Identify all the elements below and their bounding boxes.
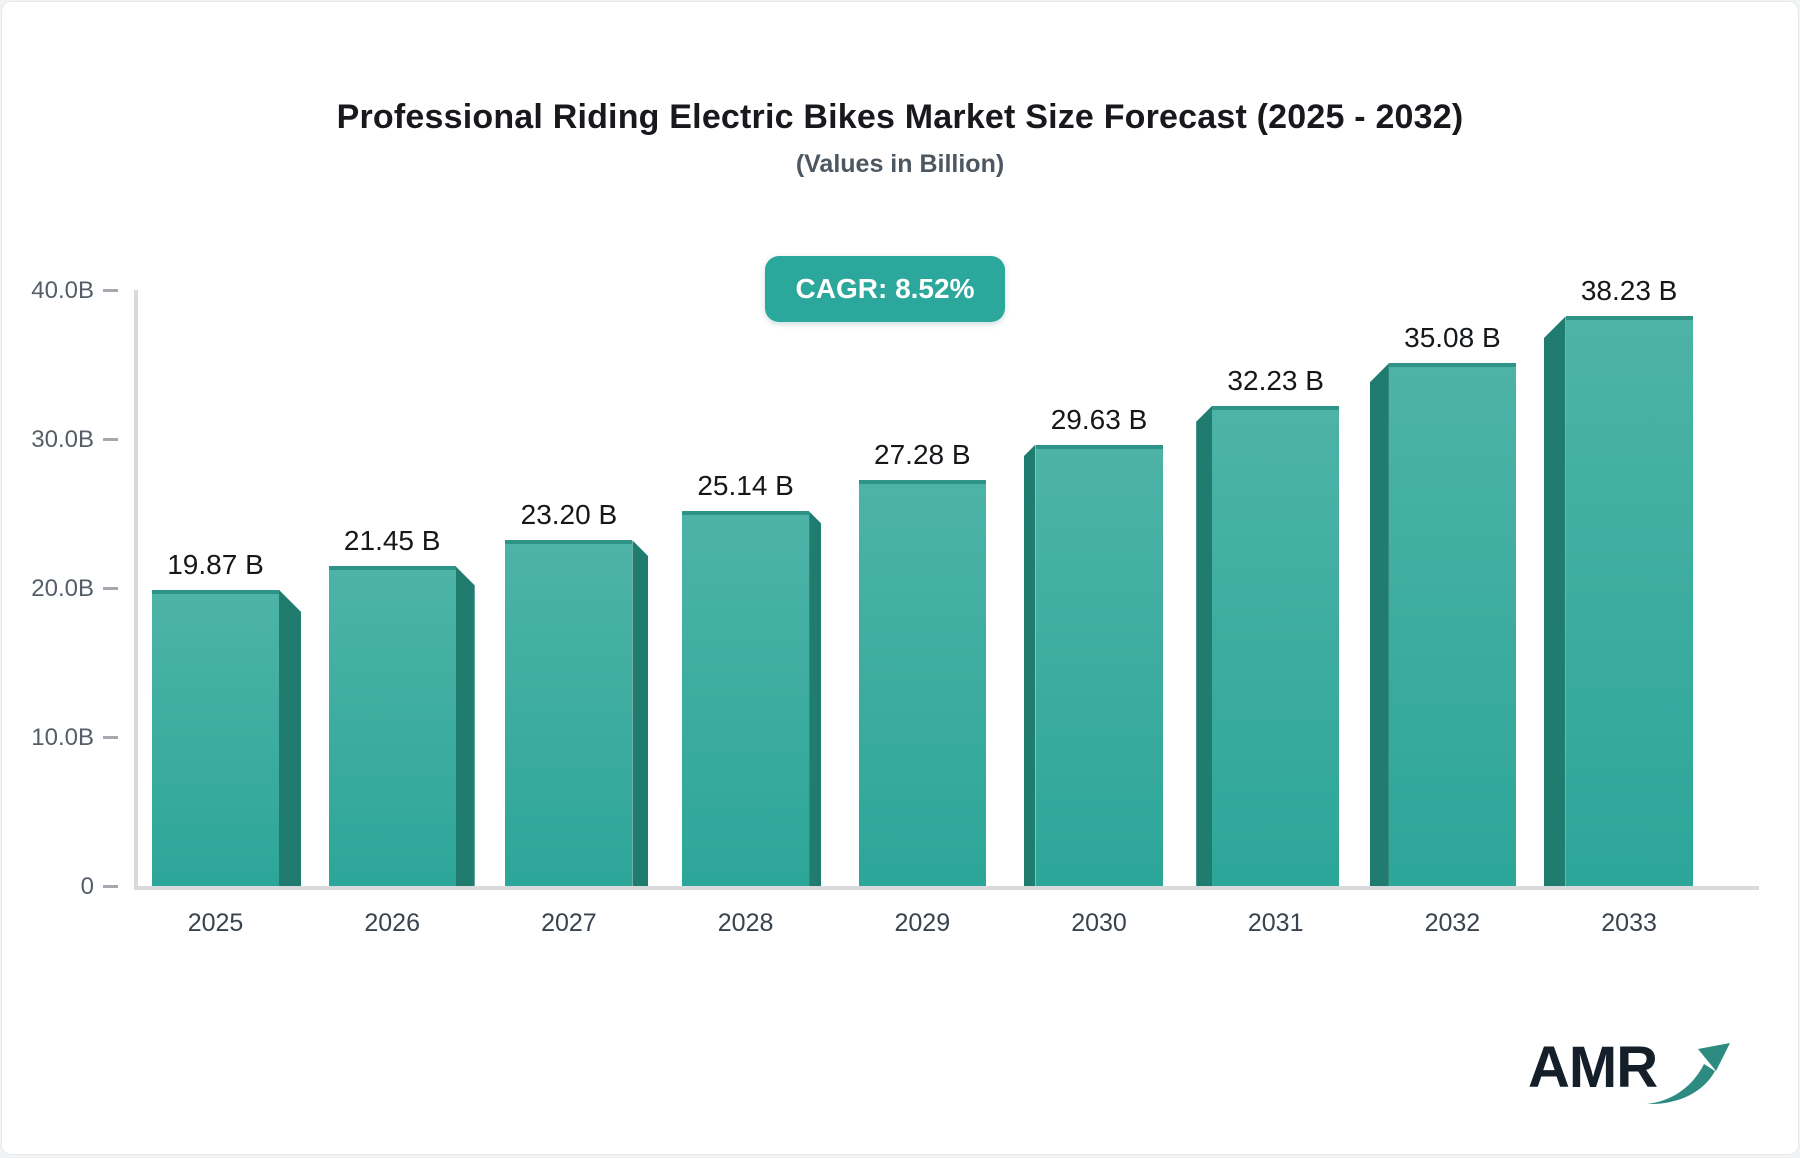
x-axis-label-2029: 2029 — [894, 909, 951, 937]
bar-3d-side — [632, 540, 649, 886]
bar-value-label: 19.87 B — [167, 548, 264, 580]
x-axis-label-2028: 2028 — [717, 909, 774, 937]
bar-2029 — [858, 479, 986, 886]
y-tick-label: 10.0B — [31, 724, 94, 751]
bar-2033 — [1565, 316, 1693, 886]
y-tick-dash — [103, 438, 118, 441]
bar-3d-side — [1543, 316, 1566, 886]
x-axis-label-2025: 2025 — [187, 909, 244, 937]
x-axis-label-2026: 2026 — [364, 909, 420, 937]
bar-value-label: 25.14 B — [697, 470, 794, 502]
chart-title: Professional Riding Electric Bikes Marke… — [336, 98, 1464, 136]
amr-logo: AMR — [1528, 1036, 1735, 1110]
y-axis-line — [134, 290, 138, 888]
bar-3d-side — [1196, 405, 1213, 886]
y-tick-dash — [103, 289, 118, 292]
y-tick-dash — [103, 736, 118, 739]
chart-subtitle: (Values in Billion) — [795, 150, 1005, 178]
bar-value-label: 35.08 B — [1404, 322, 1501, 354]
x-axis-label-2032: 2032 — [1424, 909, 1481, 937]
bar-3d-side — [809, 511, 822, 886]
cagr-badge: CAGR: 8.52% — [765, 256, 1005, 322]
x-axis-label-2030: 2030 — [1071, 909, 1127, 937]
bar-3d-side — [1023, 444, 1036, 886]
x-axis-label-2033: 2033 — [1601, 909, 1657, 937]
y-tick-label: 20.0B — [31, 575, 94, 602]
bar-3d-side — [1369, 363, 1389, 886]
x-axis-line — [134, 886, 1759, 890]
amr-logo-text: AMR — [1528, 1035, 1658, 1100]
bar-value-label: 27.28 B — [874, 438, 971, 470]
y-tick-label: 30.0B — [31, 426, 94, 453]
bar-2028 — [682, 511, 810, 886]
y-tick-dash — [103, 587, 118, 590]
bar-2030 — [1035, 444, 1163, 886]
bar-2031 — [1212, 405, 1340, 886]
y-tick-dash — [103, 885, 118, 888]
bar-3d-side — [279, 589, 301, 886]
bar-2026 — [328, 566, 456, 886]
bar-value-label: 29.63 B — [1050, 403, 1148, 435]
y-tick-label: 40.0B — [31, 277, 94, 304]
bar-value-label: 23.20 B — [520, 499, 618, 531]
x-axis-label-2027: 2027 — [541, 909, 597, 937]
x-axis-label-2031: 2031 — [1247, 909, 1304, 937]
bar-value-label: 21.45 B — [343, 525, 441, 557]
bar-3d-side — [455, 566, 475, 886]
amr-logo-arrow-icon — [1647, 1043, 1731, 1105]
bar-2032 — [1388, 363, 1516, 886]
bar-2025 — [152, 589, 279, 886]
bar-value-label: 38.23 B — [1580, 275, 1678, 307]
bar-2027 — [505, 540, 633, 886]
y-tick-label: 0 — [80, 873, 94, 900]
bar-value-label: 32.23 B — [1227, 364, 1324, 396]
